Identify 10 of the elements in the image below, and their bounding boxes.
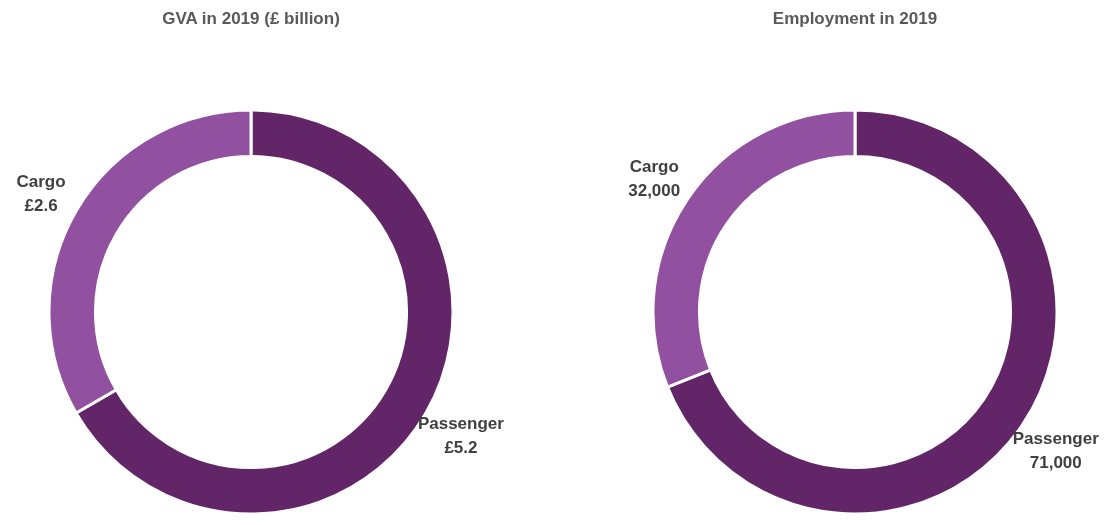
chart-title: GVA in 2019 (£ billion)	[162, 9, 340, 28]
data-label: £2.6	[24, 195, 58, 215]
slice-label: Passenger	[417, 414, 505, 434]
data-label: 32,000	[628, 181, 681, 201]
data-label: 71,000	[1029, 452, 1082, 472]
slice-label: Cargo	[16, 171, 66, 191]
slice-label: Passenger	[1012, 428, 1100, 448]
data-label: £5.2	[444, 438, 478, 458]
chart-title: Employment in 2019	[772, 9, 938, 28]
slice-label: Cargo	[629, 157, 679, 177]
